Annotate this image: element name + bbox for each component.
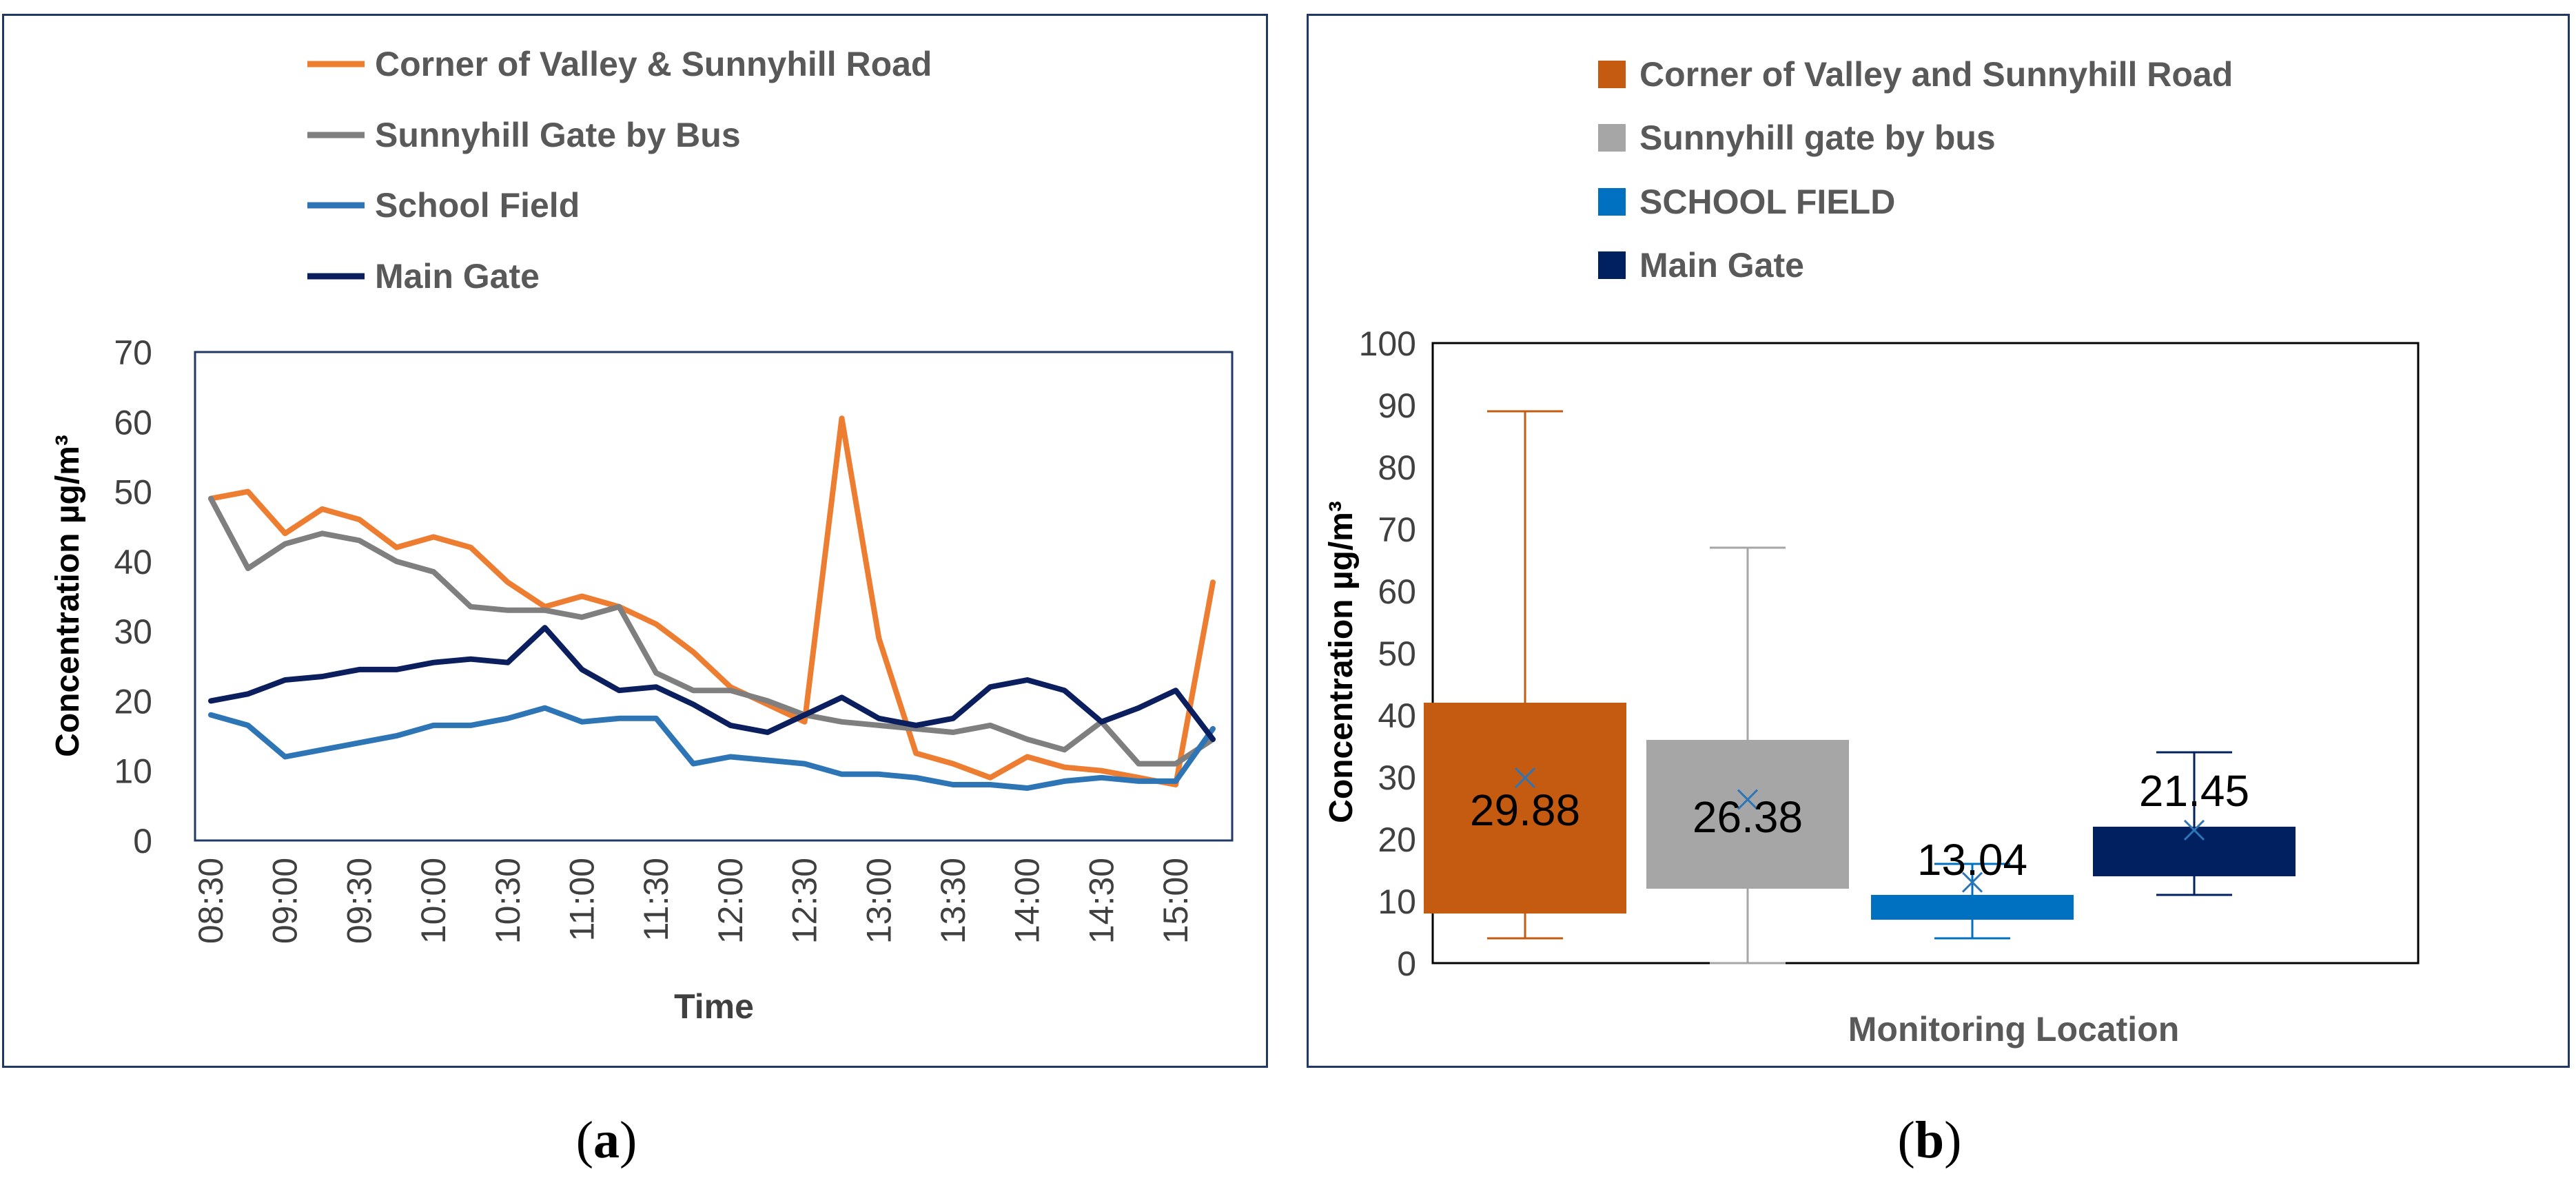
- box-chart: Corner of Valley and Sunnyhill Road Sunny…: [1323, 55, 2420, 1049]
- x-axis-label: Monitoring Location: [1848, 1010, 2179, 1049]
- x-tick-label: 09:30: [340, 858, 378, 944]
- series-line-1: [208, 495, 1216, 767]
- series-line-3: [208, 625, 1216, 743]
- series-line-0: [208, 415, 1216, 787]
- x-tick-label: 08:30: [192, 858, 230, 944]
- mean-marker-0: [1514, 767, 1536, 789]
- caption-a-close: ): [620, 1111, 637, 1169]
- x-tick-label: 14:00: [1008, 858, 1047, 944]
- legend-label-0: Corner of Valley & Sunnyhill Road: [375, 45, 932, 83]
- x-tick-label: 14:30: [1082, 858, 1121, 944]
- x-tick-label: 12:00: [711, 858, 750, 944]
- box-0: [1424, 703, 1626, 914]
- caption-b-open: (: [1897, 1111, 1915, 1169]
- y-tick-label: 10: [114, 752, 152, 791]
- legend-swatch-3: [1598, 251, 1626, 279]
- y-tick-label: 20: [114, 682, 152, 721]
- mean-label-1: 26.38: [1693, 792, 1803, 842]
- caption-a: (a): [538, 1111, 675, 1170]
- legend-label-0: Corner of Valley and Sunnyhill Road: [1639, 55, 2233, 94]
- x-tick-label: 11:00: [563, 858, 602, 941]
- caption-a-open: (: [575, 1111, 593, 1169]
- box-1: [1646, 740, 1849, 889]
- legend-swatch-0: [1598, 61, 1626, 88]
- y-tick-label: 90: [1378, 386, 1416, 425]
- plot-area-frame: [194, 351, 1234, 842]
- caption-b: (b): [1861, 1111, 1999, 1170]
- x-tick-label: 09:00: [266, 858, 305, 944]
- y-tick-label: 20: [1378, 820, 1416, 859]
- legend-label-1: Sunnyhill Gate by Bus: [375, 116, 741, 154]
- x-tick-label: 15:00: [1156, 858, 1195, 944]
- y-tick-label: 60: [1378, 572, 1416, 611]
- legend-label-2: School Field: [375, 186, 580, 225]
- legend-label-3: Main Gate: [1639, 246, 1804, 285]
- x-tick-label: 12:30: [786, 858, 824, 944]
- y-tick-label: 30: [1378, 758, 1416, 797]
- mean-marker-3: [2183, 819, 2205, 841]
- x-tick-label: 13:30: [934, 858, 972, 944]
- x-tick-label: 10:30: [489, 858, 527, 944]
- y-tick-label: 30: [114, 612, 152, 651]
- y-tick-label: 0: [133, 822, 152, 860]
- x-tick-label: 10:00: [414, 858, 453, 944]
- plot-area-frame: [1431, 342, 2420, 964]
- y-tick-label: 40: [114, 543, 152, 581]
- legend-label-3: Main Gate: [375, 257, 540, 296]
- x-axis-label: Time: [674, 987, 754, 1026]
- legend-swatch-2: [1598, 188, 1626, 216]
- y-tick-label: 50: [1378, 634, 1416, 673]
- y-tick-label: 70: [1378, 510, 1416, 549]
- mean-marker-2: [1961, 871, 1983, 893]
- y-tick-label: 60: [114, 403, 152, 442]
- y-tick-label: 0: [1397, 945, 1416, 983]
- legend-swatch-1: [1598, 124, 1626, 152]
- legend-label-2: SCHOOL FIELD: [1639, 183, 1895, 221]
- x-tick-label: 11:30: [637, 858, 675, 941]
- caption-b-close: ): [1944, 1111, 1962, 1169]
- panel-b-box-chart: Corner of Valley and Sunnyhill Road Sunny…: [1307, 14, 2570, 1068]
- caption-b-letter: b: [1914, 1111, 1945, 1169]
- y-tick-label: 40: [1378, 696, 1416, 735]
- y-tick-label: 50: [114, 473, 152, 512]
- box-3: [2093, 827, 2296, 876]
- mean-marker-1: [1737, 789, 1759, 810]
- x-tick-label: 13:00: [859, 858, 898, 944]
- y-tick-label: 70: [114, 333, 152, 372]
- caption-a-letter: a: [593, 1111, 620, 1169]
- y-tick-label: 80: [1378, 448, 1416, 487]
- legend-label-1: Sunnyhill gate by bus: [1639, 118, 1996, 157]
- series-line-2: [208, 705, 1216, 791]
- y-tick-label: 10: [1378, 882, 1416, 921]
- panel-a-line-chart: Corner of Valley & Sunnyhill Road Sunnyhi…: [2, 14, 1268, 1068]
- mean-label-3: 21.45: [2139, 766, 2249, 816]
- box-2: [1871, 895, 2074, 920]
- y-axis-label: Concentration µg/m³: [1323, 501, 1360, 823]
- y-axis-label: Concentration µg/m³: [50, 435, 86, 757]
- mean-label-2: 13.04: [1917, 835, 2027, 885]
- y-tick-label: 100: [1359, 324, 1416, 363]
- line-chart: Corner of Valley & Sunnyhill Road Sunnyhi…: [50, 45, 1234, 1026]
- mean-label-0: 29.88: [1470, 785, 1580, 835]
